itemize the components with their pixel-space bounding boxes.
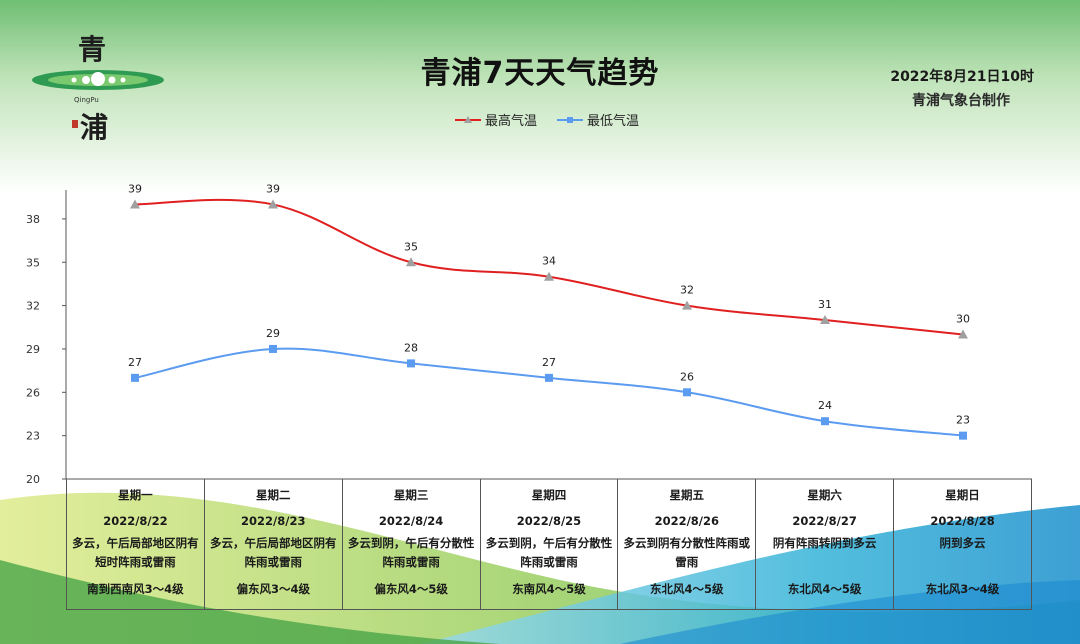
forecast-wind: 南到西南风3～4级 bbox=[87, 582, 184, 596]
forecast-description: 多云到阴有分散性阵雨或雷雨 bbox=[623, 536, 751, 569]
data-label-high: 35 bbox=[404, 240, 418, 253]
forecast-wind: 偏东风4～5级 bbox=[374, 582, 448, 596]
point-low bbox=[269, 344, 277, 353]
forecast-day: 星期三 bbox=[393, 488, 429, 502]
forecast-cell: 星期二 2022/8/23 多云，午后局部地区阴有阵雨或雷雨偏东风3～4级 bbox=[203, 479, 343, 610]
data-label-low: 28 bbox=[404, 341, 418, 354]
data-label-high: 32 bbox=[680, 284, 694, 297]
y-tick-label: 23 bbox=[26, 430, 40, 443]
logo-subtext: QingPu bbox=[74, 96, 99, 104]
forecast-wind: 东北风4～5级 bbox=[787, 582, 862, 596]
producer-label: 青浦气象台制作 bbox=[912, 93, 1010, 109]
forecast-date: 2022/8/23 bbox=[241, 514, 306, 528]
forecast-cell: 星期三 2022/8/24 多云到阴，午后有分散性阵雨或雷雨偏东风4～5级 bbox=[341, 479, 481, 610]
forecast-description: 阴有阵雨转阴到多云 bbox=[772, 536, 877, 550]
data-label-low: 29 bbox=[266, 327, 280, 340]
point-high bbox=[268, 199, 278, 209]
data-label-low: 27 bbox=[542, 356, 556, 369]
forecast-cell: 星期四 2022/8/25 多云到阴，午后有分散性阵雨或雷雨东南风4～5级 bbox=[479, 479, 619, 610]
y-tick-label: 29 bbox=[26, 343, 40, 356]
point-low bbox=[545, 373, 553, 382]
y-tick-label: 20 bbox=[26, 473, 40, 486]
point-high bbox=[682, 300, 692, 310]
logo-char-bottom: 浦 bbox=[80, 111, 109, 144]
forecast-day: 星期六 bbox=[807, 488, 842, 502]
chart-title: 青浦7天天气趋势 bbox=[420, 56, 660, 91]
forecast-description: 多云到阴，午后有分散性阵雨或雷雨 bbox=[485, 536, 613, 569]
forecast-wind: 偏东风3～4级 bbox=[236, 582, 311, 596]
seal-icon bbox=[72, 120, 78, 128]
point-low bbox=[131, 373, 139, 382]
y-tick-label: 26 bbox=[26, 386, 40, 399]
forecast-day: 星期五 bbox=[669, 488, 705, 502]
point-low bbox=[683, 388, 691, 397]
point-high bbox=[544, 271, 554, 281]
legend-high-symbol-icon bbox=[455, 115, 481, 123]
logo-mark-icon bbox=[32, 70, 164, 90]
data-label-low: 24 bbox=[818, 399, 832, 412]
forecast-description: 多云，午后局部地区阴有阵雨或雷雨 bbox=[210, 536, 337, 569]
point-low bbox=[959, 431, 967, 440]
table-row: 星期一 2022/8/22 多云，午后局部地区阴有短时阵雨或雷雨 南到西南风3～4级星… bbox=[66, 479, 1032, 610]
forecast-cell: 星期一 2022/8/22 多云，午后局部地区阴有短时阵雨或雷雨南到西南风3～4级 bbox=[66, 479, 205, 610]
point-high bbox=[958, 329, 968, 339]
y-tick-label: 32 bbox=[26, 300, 40, 313]
forecast-date: 2022/8/26 bbox=[654, 514, 719, 528]
chart-legend: 最高气温 最低气温 bbox=[455, 110, 639, 129]
forecast-date: 2022/8/24 bbox=[378, 514, 444, 528]
forecast-day: 星期一 bbox=[118, 488, 153, 502]
point-high bbox=[820, 315, 830, 325]
data-label-low: 23 bbox=[956, 414, 970, 427]
issue-datetime: 2022年8月21日10时 bbox=[890, 69, 1034, 85]
forecast-wind: 东南风4～5级 bbox=[512, 582, 586, 596]
forecast-date: 2022/8/28 bbox=[930, 514, 995, 528]
logo-char-top: 青 bbox=[78, 33, 107, 66]
forecast-day: 星期日 bbox=[945, 488, 980, 502]
point-low bbox=[821, 417, 829, 426]
data-label-high: 39 bbox=[128, 182, 142, 195]
forecast-day: 星期二 bbox=[256, 488, 291, 502]
forecast-description: 阴到多云 bbox=[939, 536, 986, 550]
point-high bbox=[130, 199, 140, 209]
y-tick-label: 35 bbox=[26, 256, 40, 269]
data-label-high: 30 bbox=[956, 313, 970, 326]
data-label-low: 26 bbox=[680, 370, 694, 383]
legend-high-label: 最高气温 bbox=[485, 114, 538, 129]
forecast-wind: 东北风3～4级 bbox=[925, 582, 1000, 596]
legend-low-symbol-icon bbox=[557, 116, 584, 123]
legend-item-low: 最低气温 bbox=[557, 110, 639, 129]
data-label-high: 39 bbox=[266, 182, 280, 195]
data-label-low: 27 bbox=[128, 356, 142, 369]
forecast-date: 2022/8/22 bbox=[103, 514, 168, 528]
forecast-wind: 东北风4～5级 bbox=[650, 582, 724, 596]
legend-item-high: 最高气温 bbox=[455, 110, 537, 129]
forecast-cell: 星期日 2022/8/28 阴到多云东北风3～4级 bbox=[893, 479, 1032, 610]
forecast-date: 2022/8/27 bbox=[792, 514, 857, 528]
qingpu-logo: 青 QingPu 浦 bbox=[28, 28, 168, 144]
forecast-day: 星期四 bbox=[531, 488, 567, 502]
point-low bbox=[407, 359, 415, 368]
legend-low-label: 最低气温 bbox=[587, 114, 640, 129]
forecast-description: 多云到阴，午后有分散性阵雨或雷雨 bbox=[347, 536, 475, 569]
forecast-cell: 星期五 2022/8/26 多云到阴有分散性阵雨或雷雨东北风4～5级 bbox=[617, 479, 757, 610]
forecast-description: 多云，午后局部地区阴有短时阵雨或雷雨 bbox=[72, 536, 199, 569]
forecast-date: 2022/8/25 bbox=[516, 514, 582, 528]
y-tick-label: 38 bbox=[26, 213, 40, 226]
data-label-high: 31 bbox=[818, 298, 832, 311]
point-high bbox=[406, 257, 416, 267]
data-label-high: 34 bbox=[542, 255, 556, 268]
forecast-cell: 星期六 2022/8/27 阴有阵雨转阴到多云 东北风4～5级 bbox=[755, 479, 895, 610]
forecast-table: 星期一 2022/8/22 多云，午后局部地区阴有短时阵雨或雷雨 南到西南风3～4级星… bbox=[66, 479, 1032, 610]
